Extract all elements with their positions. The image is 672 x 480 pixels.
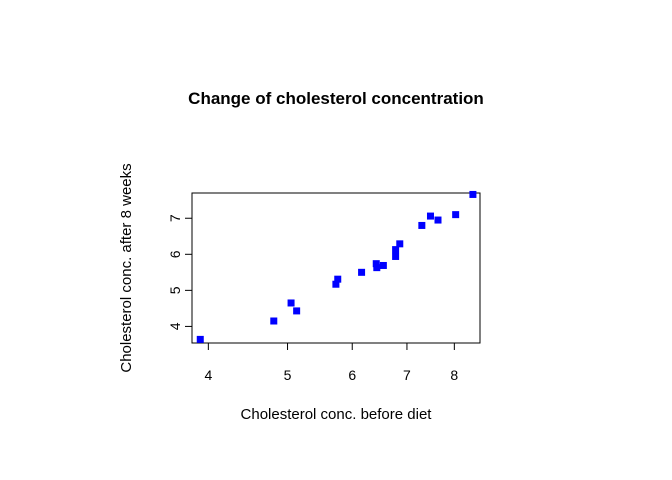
plot-frame bbox=[191, 192, 481, 344]
y-tick-label: 7 bbox=[167, 214, 183, 222]
x-tick-label: 6 bbox=[348, 367, 356, 383]
data-point bbox=[334, 275, 342, 283]
data-point bbox=[452, 211, 460, 219]
data-point bbox=[396, 240, 404, 248]
y-tick-label: 6 bbox=[167, 250, 183, 258]
data-point bbox=[196, 335, 204, 343]
data-point bbox=[287, 299, 295, 307]
y-tick-label: 4 bbox=[167, 322, 183, 330]
data-point bbox=[426, 212, 434, 220]
chart-title: Change of cholesterol concentration bbox=[188, 89, 484, 108]
data-point bbox=[373, 264, 381, 272]
y-axis-label: Cholesterol conc. after 8 weeks bbox=[118, 163, 135, 372]
x-tick-label: 7 bbox=[403, 367, 411, 383]
data-point bbox=[372, 260, 380, 268]
data-point bbox=[332, 280, 340, 288]
y-axis: 4 5 6 7 bbox=[167, 214, 193, 330]
data-points bbox=[196, 190, 477, 343]
data-point bbox=[434, 216, 442, 224]
data-point bbox=[358, 268, 366, 276]
data-point bbox=[469, 190, 477, 198]
y-tick-label: 5 bbox=[167, 286, 183, 294]
x-tick-label: 8 bbox=[450, 367, 458, 383]
data-point bbox=[418, 221, 426, 229]
data-point bbox=[392, 252, 400, 260]
x-tick-label: 4 bbox=[204, 367, 212, 383]
data-point bbox=[270, 317, 278, 325]
data-point bbox=[293, 307, 301, 315]
x-tick-label: 5 bbox=[284, 367, 292, 383]
x-axis: 4 5 6 7 8 bbox=[204, 342, 458, 383]
data-point bbox=[379, 261, 387, 269]
data-point bbox=[392, 246, 400, 254]
x-axis-label: Cholesterol conc. before diet bbox=[241, 406, 433, 423]
